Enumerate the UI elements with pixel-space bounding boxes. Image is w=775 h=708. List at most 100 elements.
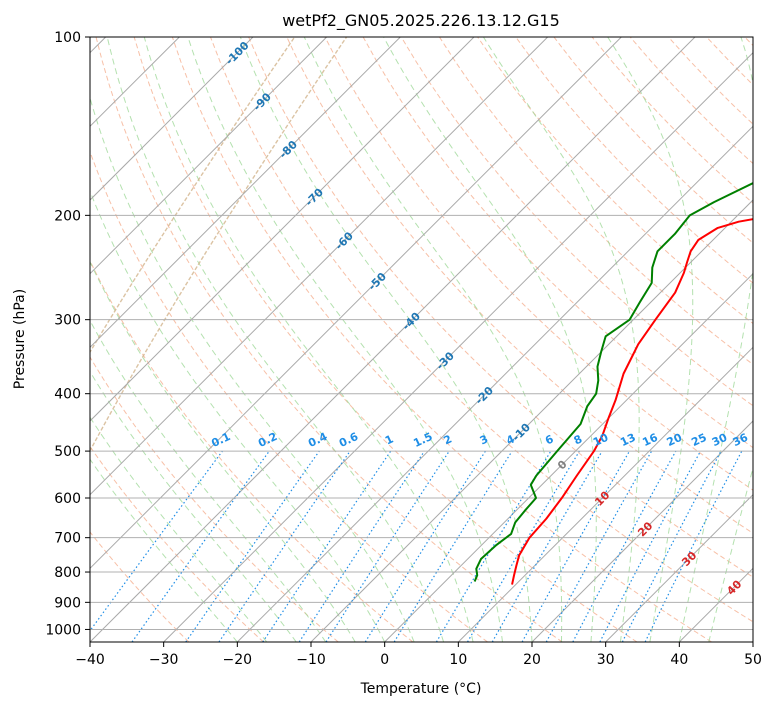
x-tick-label: −10 xyxy=(296,652,326,668)
mixing-ratio-line xyxy=(131,450,270,642)
chart-title: wetPf2_GN05.2025.226.13.12.G15 xyxy=(282,11,560,31)
y-axis-label: Pressure (hPa) xyxy=(12,289,28,389)
background-lines xyxy=(90,37,753,642)
x-tick-label: 20 xyxy=(523,652,541,668)
isotherm-line xyxy=(90,37,254,201)
isotherm-label: 40 xyxy=(724,577,744,597)
theta-e-line xyxy=(90,37,348,453)
mixing-ratio-label: 0.1 xyxy=(209,430,232,450)
mixing-ratio-line xyxy=(298,450,425,642)
plot-frame xyxy=(89,36,754,643)
mixing-ratio-label: 13 xyxy=(618,431,637,449)
y-tick-label: 400 xyxy=(54,387,81,403)
mixing-ratio-line xyxy=(545,450,653,642)
mixing-ratio-label: 1 xyxy=(383,432,395,447)
moist-adiabat xyxy=(90,416,268,642)
moist-adiabat xyxy=(708,466,753,642)
y-tick-label: 100 xyxy=(54,30,81,46)
moist-adiabat xyxy=(90,189,386,642)
moist-adiabat xyxy=(607,37,694,642)
mixing-ratio-line xyxy=(90,450,223,632)
isotherm-line xyxy=(163,51,753,642)
dry-adiabat xyxy=(90,356,339,642)
x-tick-label: 50 xyxy=(744,652,762,668)
mixing-ratio-label: 1.5 xyxy=(411,430,434,450)
x-tick-label: −20 xyxy=(223,652,253,668)
dry-adiabat xyxy=(210,37,753,623)
mixing-ratio-label: 16 xyxy=(640,431,660,449)
mixing-ratio-line xyxy=(599,450,702,642)
isotherm-label: -50 xyxy=(366,270,389,293)
dry-adiabat xyxy=(553,37,753,244)
moist-adiabat xyxy=(187,37,504,642)
mixing-ratio-label: 8 xyxy=(572,432,584,447)
series-layer xyxy=(473,181,753,585)
mixing-ratio-line xyxy=(262,450,392,642)
dry-adiabat xyxy=(133,37,638,642)
dry-adiabat xyxy=(324,37,753,491)
x-tick-label: 10 xyxy=(449,652,467,668)
moist-adiabat xyxy=(143,37,474,642)
y-tick-label: 300 xyxy=(54,313,81,329)
theta-e-line xyxy=(90,37,296,354)
moist-adiabat xyxy=(90,319,327,642)
mixing-ratio-label: 3 xyxy=(478,432,490,447)
isotherm-line xyxy=(531,420,753,642)
isotherm-line xyxy=(310,199,753,642)
moist-adiabat xyxy=(383,37,597,642)
dry-adiabat xyxy=(362,37,753,449)
isotherm-line xyxy=(90,37,696,642)
dry-adiabat xyxy=(515,37,753,284)
x-tick-label: −40 xyxy=(75,652,105,668)
mixing-ratio-line xyxy=(218,450,351,642)
mixing-ratio-label: 2 xyxy=(442,432,454,447)
mixing-ratio-line xyxy=(521,450,631,642)
y-tick-label: 1000 xyxy=(45,622,81,638)
mixing-ratio-label: 0.6 xyxy=(337,430,360,450)
isotherm-line xyxy=(384,272,753,642)
mixing-ratio-label: 6 xyxy=(543,432,556,447)
x-tick-label: 40 xyxy=(670,652,688,668)
mixing-ratio-label: 25 xyxy=(689,431,708,449)
dry-adiabat xyxy=(706,37,753,86)
isotherm-label: -80 xyxy=(277,138,300,161)
dry-adiabat xyxy=(439,37,753,366)
isotherm-line xyxy=(457,346,753,642)
y-tick-label: 600 xyxy=(54,491,81,507)
x-tick-label: 0 xyxy=(380,652,389,668)
y-tick-label: 700 xyxy=(54,531,81,547)
isotherm-line xyxy=(752,641,753,642)
dry-adiabat xyxy=(90,259,414,642)
isotherm-line xyxy=(236,125,753,642)
mixing-ratio-label: 20 xyxy=(665,431,685,449)
mixing-ratio-line xyxy=(572,450,677,642)
dry-adiabat xyxy=(90,531,190,642)
mixing-ratio-label: 0.2 xyxy=(256,430,279,450)
x-tick-label: −30 xyxy=(149,652,179,668)
mixing-ratio-label: 36 xyxy=(731,431,751,449)
y-tick-label: 900 xyxy=(54,595,81,611)
moist-adiabat xyxy=(303,37,563,642)
moist-adiabat xyxy=(90,458,238,642)
moist-adiabat xyxy=(106,37,445,642)
pressure-gridlines xyxy=(90,37,753,630)
dry-adiabat xyxy=(95,37,563,642)
isotherm-line xyxy=(90,37,328,275)
moist-adiabat xyxy=(90,260,356,642)
mixing-ratio-line xyxy=(325,450,450,642)
x-axis-label: Temperature (°C) xyxy=(360,681,482,697)
dry-adiabat xyxy=(744,37,753,47)
isotherm-line xyxy=(90,37,401,349)
mixing-ratio-line xyxy=(644,450,743,642)
mixing-ratio-line xyxy=(185,450,320,642)
x-axis: −40 −30 −20 −10 0 10 20 30 40 50 xyxy=(75,642,762,668)
moist-adiabat xyxy=(90,370,297,642)
dry-adiabat xyxy=(400,37,753,407)
isotherm-line xyxy=(90,37,549,496)
mixing-ratio-line xyxy=(393,450,513,642)
isotherm-line xyxy=(90,37,475,422)
moist-adiabat xyxy=(239,37,533,642)
dewpoint-profile xyxy=(473,181,753,582)
y-tick-label: 200 xyxy=(54,208,81,224)
